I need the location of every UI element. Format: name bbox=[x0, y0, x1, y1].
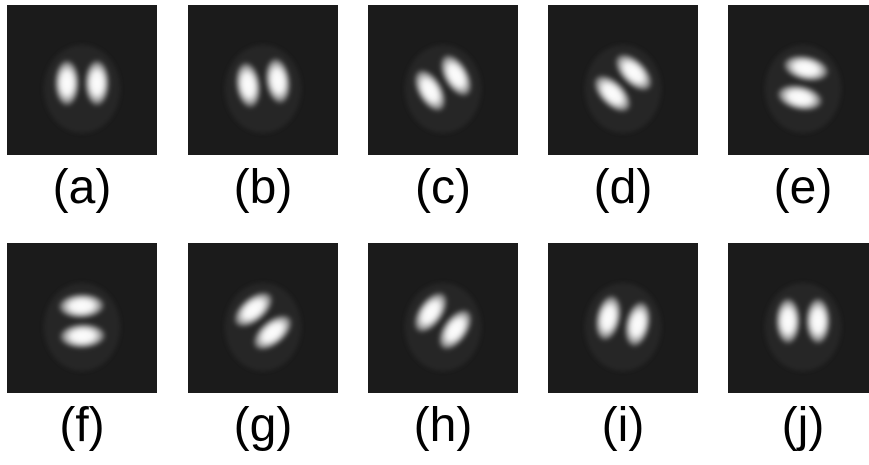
beam-lobe-b-2 bbox=[264, 57, 292, 105]
beam-lobe-f-2 bbox=[57, 292, 106, 320]
beam-lobe-c-2 bbox=[439, 53, 473, 98]
beam-image-e bbox=[728, 5, 869, 155]
beam-lobes-e bbox=[776, 54, 830, 112]
beam-lobes-g bbox=[233, 291, 293, 351]
beam-lobes-f bbox=[57, 292, 107, 350]
beam-lobe-g-2 bbox=[233, 291, 274, 328]
beam-lobe-a-1 bbox=[54, 59, 80, 107]
beam-lobe-a-2 bbox=[84, 59, 110, 107]
panel-label-b: (b) bbox=[233, 161, 293, 214]
beam-lobe-b-1 bbox=[234, 61, 262, 109]
beam-svg-i bbox=[548, 243, 698, 393]
beam-lobe-j-1 bbox=[805, 297, 831, 345]
beam-svg-c bbox=[368, 5, 518, 155]
beam-lobe-g-1 bbox=[252, 314, 293, 351]
beam-image-d bbox=[548, 5, 698, 155]
beam-image-b bbox=[188, 5, 338, 155]
panel-label-j: (j) bbox=[781, 399, 825, 452]
beam-image-f bbox=[7, 243, 157, 393]
beam-image-g bbox=[188, 243, 338, 393]
beam-lobe-e-2 bbox=[782, 54, 830, 82]
panel-label-c: (c) bbox=[415, 161, 471, 214]
beam-svg-g bbox=[188, 243, 338, 393]
beam-svg-d bbox=[548, 5, 698, 155]
panel-label-a: (a) bbox=[52, 161, 112, 214]
beam-lobe-j-2 bbox=[775, 297, 801, 345]
beam-lobe-d-2 bbox=[614, 53, 653, 92]
beam-lobes-i bbox=[594, 294, 652, 348]
beam-lobe-c-1 bbox=[413, 68, 447, 113]
panel-label-h: (h) bbox=[413, 399, 473, 452]
beam-svg-j bbox=[728, 243, 869, 393]
beam-lobe-i-2 bbox=[594, 294, 622, 342]
beam-lobe-h-2 bbox=[413, 291, 449, 334]
panel-label-f: (f) bbox=[59, 399, 105, 452]
beam-lobe-i-1 bbox=[624, 300, 652, 348]
beam-lobe-h-1 bbox=[437, 308, 473, 351]
beam-lobes-c bbox=[413, 53, 473, 113]
beam-lobes-a bbox=[54, 59, 110, 107]
beam-image-c bbox=[368, 5, 518, 155]
panel-label-i: (i) bbox=[601, 399, 645, 452]
beam-image-h bbox=[368, 243, 518, 393]
beam-lobes-b bbox=[234, 57, 292, 109]
panel-label-e: (e) bbox=[773, 161, 833, 214]
beam-lobes-d bbox=[593, 53, 653, 113]
beam-image-a bbox=[7, 5, 157, 155]
beam-svg-f bbox=[7, 243, 157, 393]
beam-svg-h bbox=[368, 243, 518, 393]
beam-lobes-j bbox=[775, 297, 831, 345]
beam-svg-b bbox=[188, 5, 338, 155]
panel-label-g: (g) bbox=[233, 399, 293, 452]
beam-lobe-d-1 bbox=[593, 74, 632, 113]
panel-label-d: (d) bbox=[593, 161, 653, 214]
beam-svg-a bbox=[7, 5, 157, 155]
beam-lobe-f-1 bbox=[58, 322, 107, 350]
beam-lobe-e-1 bbox=[776, 84, 824, 112]
beam-image-j bbox=[728, 243, 869, 393]
beam-image-i bbox=[548, 243, 698, 393]
beam-svg-e bbox=[728, 5, 869, 155]
beam-lobes-h bbox=[413, 291, 473, 351]
